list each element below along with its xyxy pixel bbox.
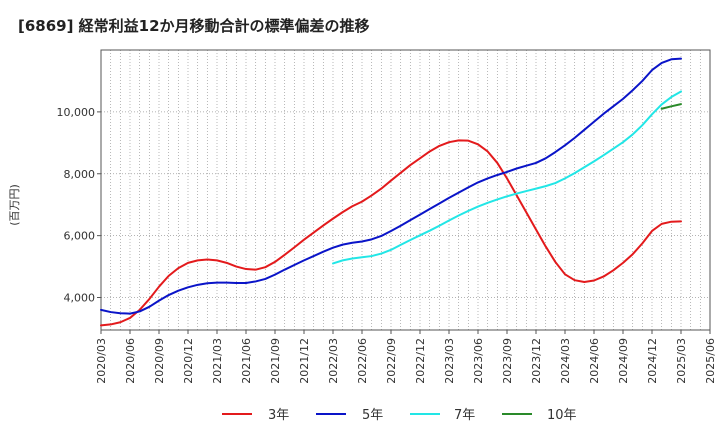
x-tick-label: 2022/09 [385, 338, 398, 384]
legend-label: 10年 [547, 408, 577, 423]
x-tick-label: 2023/12 [530, 338, 543, 384]
x-tick-label: 2021/06 [240, 338, 253, 384]
x-tick-label: 2025/03 [675, 338, 688, 384]
plot-border [100, 49, 711, 331]
plot-area: 4,000 6,000 8,000 10,000 2020/03 2020/06 2020/… [57, 49, 717, 384]
legend-label: 7年 [454, 408, 475, 423]
y-tick-label: 8,000 [64, 168, 96, 181]
y-tick-label: 10,000 [57, 106, 96, 119]
series-line-3 [332, 90, 682, 265]
legend-item-1: 3年 [222, 408, 289, 423]
legend-label: 5年 [362, 408, 383, 423]
x-tick-label: 2024/12 [646, 338, 659, 384]
x-tick-label: 2024/09 [617, 338, 630, 384]
series-line-4 [660, 103, 682, 110]
x-tick-label: 2021/12 [298, 338, 311, 384]
x-tick-label: 2023/03 [443, 338, 456, 384]
x-tick-label: 2022/06 [356, 338, 369, 384]
x-tick-label: 2021/03 [211, 338, 224, 384]
series-line-2 [100, 57, 682, 315]
y-axis-label: (百万円) [8, 184, 21, 226]
legend: 3年 5年 7年 10年 [222, 408, 577, 423]
legend-item-2: 5年 [316, 408, 383, 423]
legend-item-4: 10年 [502, 408, 577, 423]
plot-background [101, 50, 710, 330]
series-line-1 [100, 139, 682, 327]
x-tick-label: 2021/09 [269, 338, 282, 384]
x-tick-label: 2020/06 [124, 338, 137, 384]
x-tick-label: 2020/03 [95, 338, 108, 384]
x-tick-label: 2024/06 [588, 338, 601, 384]
chart-title: [6869] 経常利益12か月移動合計の標準偏差の推移 [18, 17, 370, 35]
x-tick-label: 2024/03 [559, 338, 572, 384]
legend-label: 3年 [268, 408, 289, 423]
y-tick-label: 6,000 [64, 230, 96, 243]
x-tick-label: 2023/09 [501, 338, 514, 384]
x-tick-label: 2020/09 [153, 338, 166, 384]
x-tick-label: 2025/06 [704, 338, 717, 384]
legend-item-3: 7年 [410, 408, 475, 423]
y-tick-label: 4,000 [64, 292, 96, 305]
x-tick-label: 2022/12 [414, 338, 427, 384]
x-tick-label: 2020/12 [182, 338, 195, 384]
x-tick-label: 2023/06 [472, 338, 485, 384]
x-tick-label: 2022/03 [327, 338, 340, 384]
